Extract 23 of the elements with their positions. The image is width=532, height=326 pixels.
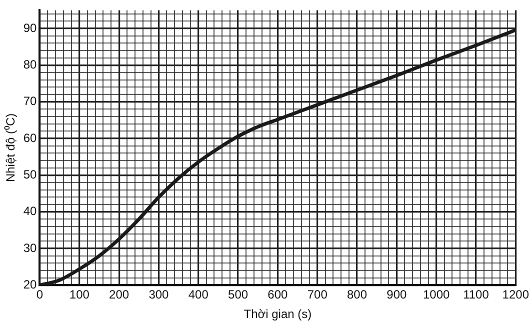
y-tick-label: 80 [23,58,38,72]
x-axis-title: Thời gian (s) [244,307,312,322]
x-tick-label: 1000 [422,288,450,302]
y-axis-title: Nhiệt độ (⁰C) [4,113,18,182]
x-tick-label: 500 [228,288,248,302]
x-tick-label: 400 [188,288,209,302]
x-tick-label: 600 [268,288,288,302]
x-tick-label: 900 [386,288,408,302]
x-tick-label: 200 [109,288,130,302]
y-tick-label: 50 [23,168,38,182]
y-tick-label: 40 [23,204,38,218]
x-tick-label: 100 [69,288,90,302]
y-tick-label: 20 [23,278,38,292]
x-tick-label: 300 [148,288,170,302]
x-tick-label: 0 [36,288,44,302]
x-tick-label: 1200 [502,288,530,302]
x-tick-label: 1100 [463,288,490,302]
y-tick-label: 60 [23,130,38,145]
y-tick-label: 30 [23,240,38,255]
x-tick-label: 700 [307,288,328,302]
y-tick-label: 70 [23,94,38,108]
x-tick-label: 800 [347,288,368,302]
y-tick-label: 90 [23,20,38,35]
